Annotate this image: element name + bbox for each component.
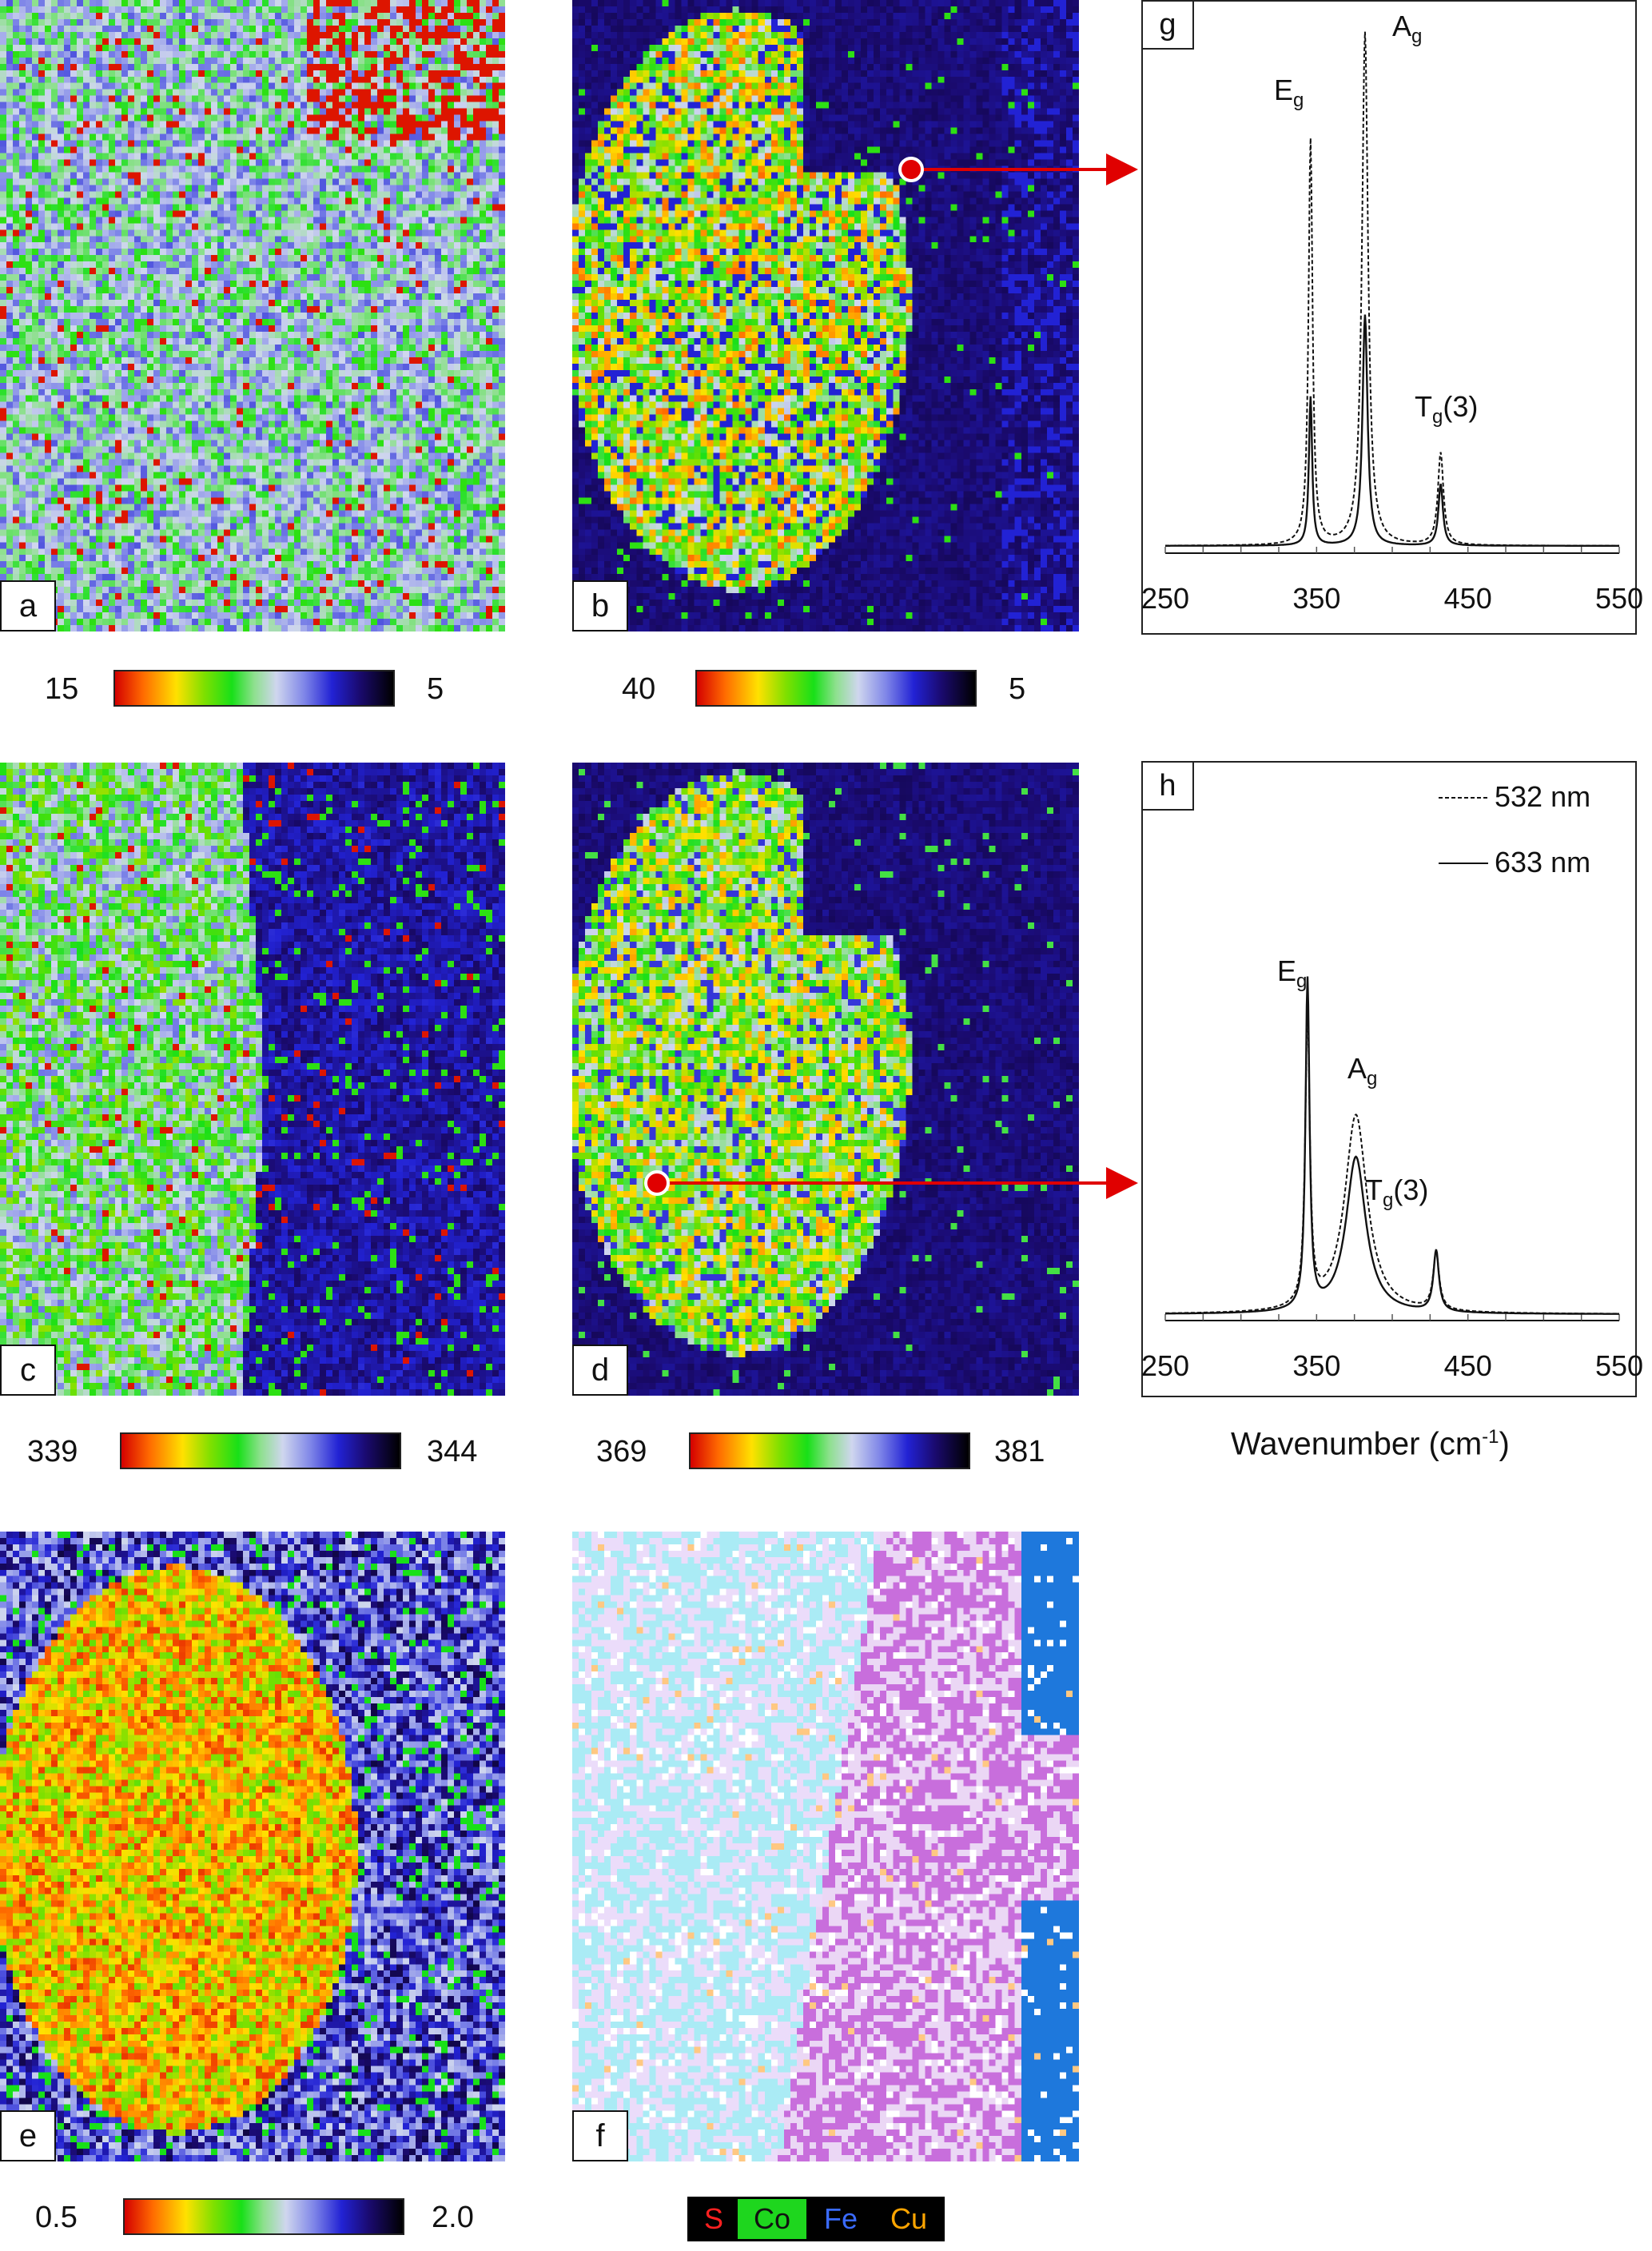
colorbar-e: 0.5 2.0	[0, 2193, 527, 2241]
colorbar-a-gradient	[113, 670, 395, 707]
peak-label-Eg: Eg	[1277, 954, 1308, 993]
x-axis-label: Wavenumber (cm-1)	[1231, 1426, 1510, 1462]
spectrum-h-plot	[1164, 797, 1620, 1321]
colorbar-b-gradient	[695, 670, 977, 707]
x-tick-label: 450	[1443, 582, 1492, 615]
x-tick-label: 550	[1595, 1349, 1644, 1382]
spectrum-panel-g: g 250 350 450 550 Eg Ag Tg(3)	[1141, 0, 1643, 635]
map-panel-c: c	[0, 763, 505, 1396]
legend-Fe: Fe	[823, 2202, 858, 2235]
peak-label-Eg: Eg	[1274, 74, 1304, 112]
colorbar-a-min: 15	[45, 672, 79, 706]
colorbar-b-max: 5	[1009, 672, 1026, 706]
peak-label-Ag: Ag	[1347, 1052, 1378, 1090]
panel-label-g: g	[1143, 2, 1194, 50]
series-532-nm	[1165, 31, 1619, 547]
peak-label-Ag: Ag	[1392, 10, 1423, 48]
colorbar-b: 40 5	[572, 665, 1084, 713]
legend-Cu: Cu	[890, 2202, 928, 2235]
colorbar-d-gradient	[689, 1432, 970, 1469]
colorbar-c-min: 339	[27, 1435, 78, 1468]
peak-label-Tg3: Tg(3)	[1415, 390, 1479, 428]
colorbar-c-max: 344	[427, 1435, 478, 1468]
element-legend: S Co Fe Cu	[687, 2197, 945, 2241]
panel-label-e: e	[0, 2110, 56, 2161]
colorbar-d-min: 369	[596, 1435, 647, 1468]
map-panel-d: d	[572, 763, 1079, 1396]
colorbar-d: 369 381	[572, 1428, 1100, 1476]
x-tick-label: 450	[1443, 1349, 1492, 1382]
colorbar-c: 339 344	[0, 1428, 527, 1476]
colorbar-b-min: 40	[622, 672, 656, 706]
map-panel-e: e	[0, 1532, 505, 2161]
colorbar-a-max: 5	[427, 672, 444, 706]
series-633-nm	[1165, 976, 1619, 1315]
legend-532: 532 nm	[1495, 780, 1591, 813]
panel-label-h: h	[1143, 763, 1194, 811]
legend-Co: Co	[738, 2199, 806, 2239]
colorbar-c-gradient	[120, 1432, 401, 1469]
x-tick-label: 550	[1595, 582, 1644, 615]
colorbar-e-gradient	[123, 2198, 404, 2235]
legend-633: 633 nm	[1495, 846, 1591, 878]
series-532-nm	[1165, 1009, 1619, 1315]
panel-label-d: d	[572, 1345, 628, 1396]
x-tick-label: 350	[1292, 582, 1341, 615]
spectrum-g-plot	[1164, 31, 1620, 554]
series-633-nm	[1165, 314, 1619, 547]
spectrum-panel-h: h 532 nm 633 nm 250 350 450 550 Eg Ag Tg(3)	[1141, 761, 1643, 1397]
map-panel-b: b	[572, 0, 1079, 631]
x-tick-label: 250	[1141, 582, 1190, 615]
panel-label-f: f	[572, 2110, 628, 2161]
panel-label-b: b	[572, 580, 628, 631]
colorbar-e-max: 2.0	[432, 2201, 474, 2234]
map-panel-f: f	[572, 1532, 1079, 2161]
colorbar-d-max: 381	[994, 1435, 1045, 1468]
map-panel-a: a	[0, 0, 505, 631]
legend-S: S	[703, 2202, 723, 2235]
panel-label-a: a	[0, 580, 56, 631]
x-tick-label: 350	[1292, 1349, 1341, 1382]
x-tick-label: 250	[1141, 1349, 1190, 1382]
colorbar-e-min: 0.5	[35, 2201, 78, 2234]
panel-label-c: c	[0, 1345, 56, 1396]
peak-label-Tg3: Tg(3)	[1365, 1173, 1429, 1212]
colorbar-a: 15 5	[0, 665, 512, 713]
